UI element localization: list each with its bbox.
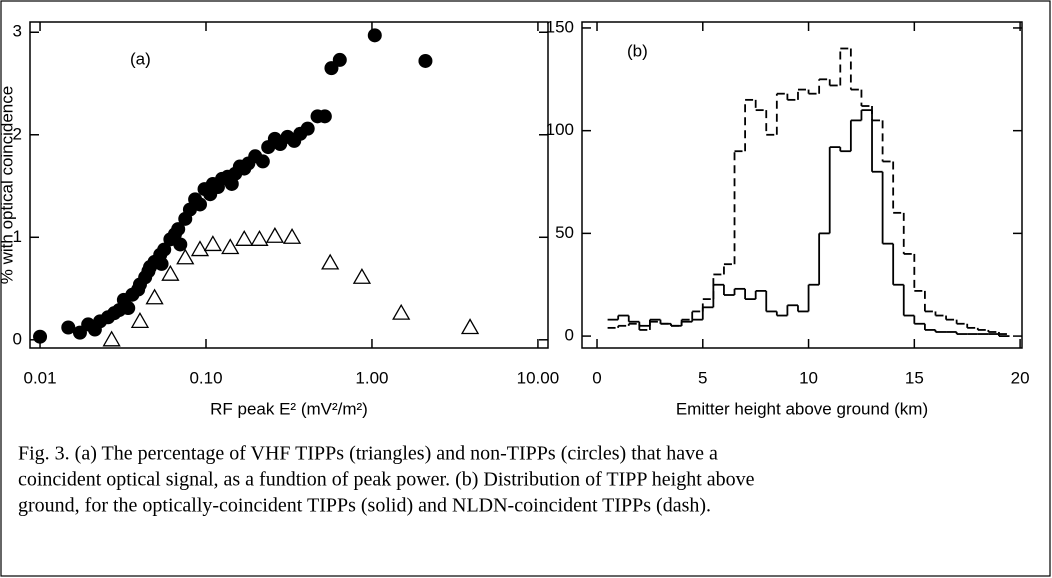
point <box>235 230 254 246</box>
point <box>418 53 433 68</box>
point <box>255 154 270 169</box>
x-tick-label: 10.00 <box>517 368 560 387</box>
y-tick-label: 50 <box>555 223 574 242</box>
point <box>367 28 382 43</box>
point <box>157 242 172 257</box>
caption-line: coincident optical signal, as a fundtion… <box>18 469 755 491</box>
y-tick-label: 0 <box>13 329 22 348</box>
y-tick-label: 3 <box>13 22 22 41</box>
point <box>161 264 180 281</box>
y-tick-label: 150 <box>546 17 574 36</box>
point <box>176 248 195 265</box>
y-tick-label: 100 <box>546 120 574 139</box>
point <box>190 240 210 257</box>
point <box>171 222 186 237</box>
point <box>265 226 284 243</box>
point <box>33 329 48 344</box>
point <box>332 52 347 67</box>
x-tick-label: 1.00 <box>355 368 388 387</box>
x-tick-label: 20 <box>1011 368 1030 387</box>
point <box>460 318 480 335</box>
point <box>130 312 150 328</box>
caption-line: Fig. 3. (a) The percentage of VHF TIPPs … <box>18 443 718 465</box>
point <box>121 301 136 316</box>
point <box>145 288 164 305</box>
x-tick-label: 0.10 <box>189 368 222 387</box>
x-tick-label: 10 <box>799 368 818 387</box>
point <box>250 230 269 246</box>
point <box>102 330 121 347</box>
panel-label: (b) <box>627 41 648 60</box>
x-tick-label: 0 <box>592 368 601 387</box>
point <box>321 253 340 270</box>
point <box>173 237 188 252</box>
y-tick-label: 0 <box>565 326 574 345</box>
point <box>392 303 411 320</box>
point <box>300 121 315 136</box>
plot-frame <box>581 21 1023 349</box>
point <box>203 235 222 252</box>
x-axis-title: Emitter height above ground (km) <box>676 399 928 418</box>
x-tick-label: 0.01 <box>23 368 56 387</box>
point <box>61 320 76 335</box>
x-tick-label: 5 <box>698 368 707 387</box>
x-tick-label: 15 <box>905 368 924 387</box>
x-axis-title: RF peak E² (mV²/m²) <box>210 399 368 418</box>
point <box>192 197 207 212</box>
y-axis-title: % with optical coincidence <box>0 86 16 284</box>
point <box>282 227 302 244</box>
panel-label: (a) <box>130 49 151 68</box>
y-tick-label: 1 <box>13 227 22 246</box>
point <box>221 238 240 255</box>
point <box>352 267 372 284</box>
point <box>154 256 169 271</box>
point <box>317 109 332 124</box>
caption-line: ground, for the optically-coincident TIP… <box>18 495 711 517</box>
y-tick-label: 2 <box>13 124 22 143</box>
plot-frame <box>29 21 549 349</box>
